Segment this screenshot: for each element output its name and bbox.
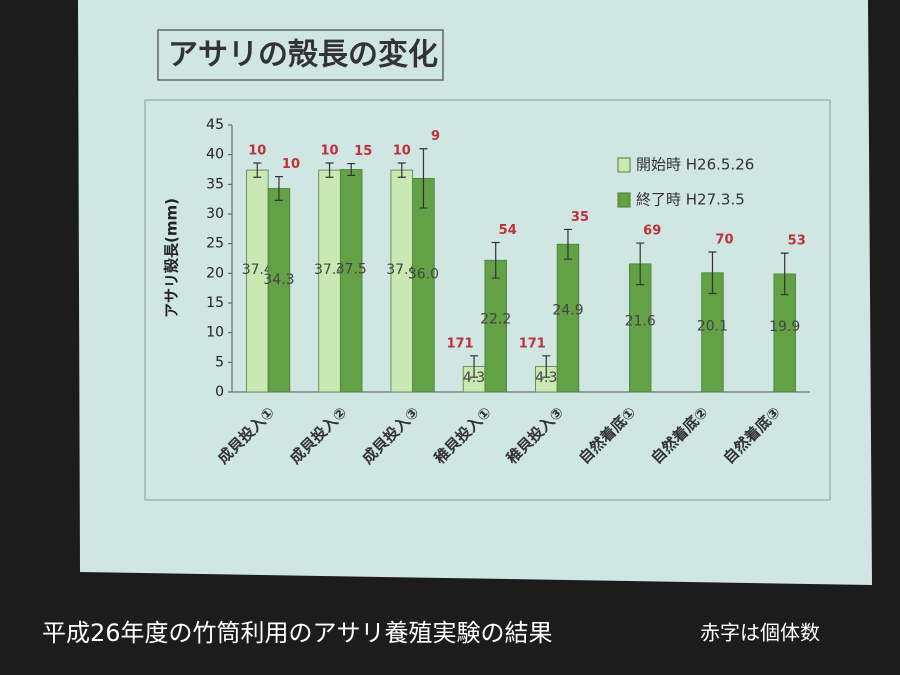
- data-label: 20.1: [697, 318, 728, 334]
- bar: [339, 169, 363, 393]
- slide: [78, 0, 872, 585]
- legend-swatch: [617, 192, 631, 208]
- count-label: 171: [519, 336, 546, 351]
- data-label: 37.4: [386, 262, 417, 278]
- error-bar: [347, 162, 356, 177]
- data-label: 21.6: [625, 314, 656, 330]
- chart-frame: [144, 99, 831, 501]
- y-tick-label: 30: [206, 206, 224, 222]
- y-tick-label: 5: [215, 354, 224, 370]
- chart-title: アサリの殻長の変化: [168, 38, 438, 73]
- count-label: 53: [788, 234, 806, 249]
- error-bar: [542, 355, 551, 378]
- error-bar: [253, 162, 262, 178]
- error-bar: [563, 228, 572, 260]
- error-bar: [708, 251, 717, 295]
- error-bar: [397, 162, 406, 178]
- error-bar: [780, 252, 789, 296]
- count-label: 9: [431, 129, 440, 144]
- legend-label: 終了時 H27.3.5: [636, 191, 745, 209]
- y-tick-label: 25: [206, 236, 224, 252]
- count-label: 70: [715, 232, 733, 247]
- data-label: 4.3: [463, 370, 485, 386]
- note: 赤字は個体数: [700, 621, 820, 645]
- y-tick-label: 20: [206, 265, 224, 281]
- error-bar: [491, 241, 500, 279]
- count-label: 35: [571, 210, 589, 225]
- data-label: 24.9: [552, 303, 583, 319]
- count-label: 10: [248, 143, 266, 158]
- y-tick-label: 40: [206, 147, 224, 163]
- error-bar: [325, 162, 334, 178]
- data-label: 37.4: [314, 262, 345, 278]
- bar: [267, 188, 291, 393]
- caption: 平成26年度の竹筒利用のアサリ養殖実験の結果: [42, 619, 553, 647]
- error-bar: [636, 242, 645, 286]
- legend-swatch: [617, 157, 631, 173]
- y-tick-label: 15: [206, 295, 224, 311]
- data-label: 37.4: [242, 262, 273, 278]
- data-label: 34.3: [263, 272, 294, 288]
- bar: [318, 169, 341, 393]
- title-box: [157, 29, 444, 81]
- count-label: 54: [499, 223, 517, 238]
- count-label: 10: [282, 157, 300, 172]
- error-bar: [419, 148, 428, 209]
- y-tick-label: 35: [206, 176, 224, 192]
- error-bar: [470, 355, 479, 378]
- count-label: 10: [320, 143, 338, 158]
- y-tick-label: 0: [215, 384, 224, 400]
- count-label: 171: [446, 336, 473, 351]
- bar: [412, 177, 435, 393]
- count-label: 15: [354, 144, 372, 159]
- data-label: 36.0: [408, 267, 439, 283]
- data-label: 4.3: [535, 370, 557, 386]
- data-label: 37.5: [336, 262, 367, 278]
- y-axis-label: アサリ殻長(mm): [163, 198, 181, 318]
- y-tick-label: 10: [206, 325, 224, 341]
- data-label: 22.2: [480, 312, 511, 328]
- y-tick-label: 45: [206, 117, 224, 133]
- data-label: 19.9: [769, 319, 800, 335]
- count-label: 69: [643, 224, 661, 239]
- count-label: 10: [393, 143, 411, 158]
- error-bar: [274, 176, 283, 201]
- legend-label: 開始時 H26.5.26: [636, 156, 754, 174]
